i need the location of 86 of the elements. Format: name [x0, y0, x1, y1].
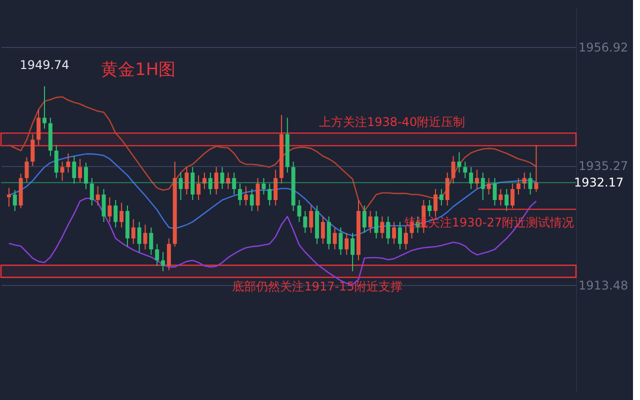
text: 黄金1H图 [101, 60, 176, 80]
candlestick [232, 172, 236, 196]
candlestick [84, 162, 88, 190]
candlestick [434, 188, 438, 217]
candlestick [522, 172, 526, 190]
candlestick [220, 166, 224, 190]
candlestick [504, 188, 509, 212]
candlestick [338, 226, 343, 256]
candlestick [166, 238, 171, 271]
candlestick [492, 178, 497, 206]
ref-line-label: 1932.17 [574, 176, 624, 190]
candlestick [108, 196, 112, 222]
candlestick [78, 158, 82, 183]
candlestick [457, 152, 462, 174]
candlestick [96, 186, 100, 206]
candlestick [196, 174, 201, 200]
candlestick [90, 178, 94, 206]
candlestick [510, 183, 515, 209]
candlestick [256, 178, 260, 212]
candlestick [214, 166, 218, 196]
candlestick [12, 190, 17, 212]
candlestick [392, 221, 396, 244]
candlestick [202, 172, 206, 190]
candlestick [451, 156, 456, 184]
candlestick [320, 216, 325, 244]
candlestick [54, 144, 58, 179]
candlestick [178, 172, 183, 200]
candlestick [250, 188, 254, 212]
candlestick [445, 172, 450, 206]
candlestick [72, 156, 76, 184]
candlestick [208, 172, 212, 196]
candlestick [24, 156, 29, 183]
candlestick [326, 216, 331, 250]
candlestick [274, 169, 278, 206]
candlestick [238, 183, 242, 206]
candlestick [386, 216, 390, 244]
candlestick [486, 178, 491, 196]
candlestick [350, 232, 355, 272]
candlestick [30, 134, 35, 166]
candlestick [268, 183, 272, 206]
candlestick [362, 204, 366, 234]
candlestick [344, 232, 349, 256]
candlestick [36, 108, 41, 146]
candlestick [120, 202, 124, 228]
band-label: 上方关注1938-40附近压制 [318, 115, 466, 130]
candlestick [368, 210, 372, 234]
band-label: 底部仍然关注1917-15附近支撑 [232, 279, 402, 294]
candlestick [297, 200, 302, 222]
candlestick [404, 226, 408, 250]
candlestick [439, 188, 444, 206]
candlestick [463, 161, 468, 179]
candlestick [160, 252, 165, 272]
candlestick [143, 224, 148, 250]
candlestick [516, 178, 520, 196]
candlestick [114, 200, 118, 228]
candlestick [244, 186, 248, 206]
annotation: 1949.74 [20, 58, 70, 72]
y-tick-label: 1913.48 [578, 278, 628, 293]
candlestick [149, 226, 154, 256]
candlestick [303, 210, 308, 234]
candlestick [398, 221, 402, 250]
candlestick [137, 221, 142, 253]
y-tick-label: 1935.27 [578, 159, 628, 174]
candlestick [66, 152, 70, 174]
candlestick [332, 226, 337, 250]
candlestick [190, 166, 195, 200]
candlestick [474, 169, 479, 190]
candlestick [380, 216, 384, 239]
candlestick [309, 204, 314, 234]
candlestick [428, 200, 432, 217]
candlestick [480, 172, 485, 200]
y-tick-label: 1956.92 [578, 40, 628, 54]
candlestick [184, 166, 189, 196]
candlestick [469, 166, 474, 190]
candlestick [534, 144, 538, 192]
candlestick [528, 172, 532, 196]
candlestick [155, 243, 160, 266]
candlestick [102, 188, 106, 222]
candlestick [498, 188, 503, 206]
candlestick [42, 86, 47, 130]
candlestick [131, 218, 136, 244]
candlestick [60, 161, 64, 182]
candlestick [226, 172, 230, 190]
candlestick [374, 210, 378, 239]
candlestick [262, 178, 266, 196]
candlestick [6, 187, 11, 208]
